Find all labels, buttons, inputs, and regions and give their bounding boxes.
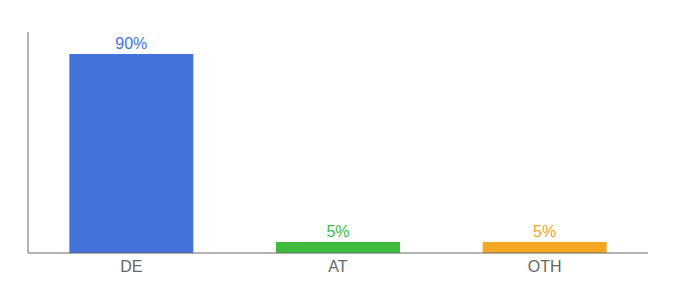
svg-text:5%: 5% bbox=[533, 223, 556, 240]
svg-text:90%: 90% bbox=[115, 35, 147, 52]
svg-text:5%: 5% bbox=[326, 223, 349, 240]
svg-text:DE: DE bbox=[120, 258, 142, 275]
svg-text:OTH: OTH bbox=[528, 258, 562, 275]
svg-text:AT: AT bbox=[328, 258, 347, 275]
